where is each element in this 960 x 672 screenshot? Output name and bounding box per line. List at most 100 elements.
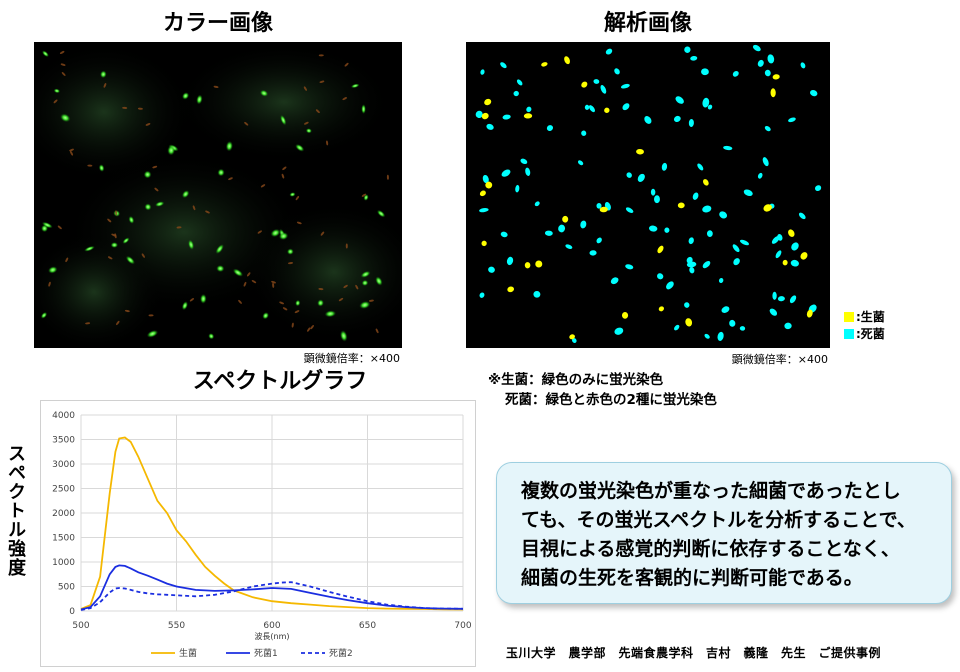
dead-cell-glow — [176, 226, 182, 229]
live-cell-glow — [100, 70, 107, 79]
live-cell-glow — [361, 104, 366, 115]
live-cell-marker — [800, 252, 808, 260]
live-cell-glow — [295, 144, 305, 152]
dead-cell-marker — [500, 231, 508, 238]
dead-cell-marker — [534, 201, 540, 207]
live-cell-glow — [295, 299, 301, 307]
staining-notes: ※生菌：緑色のみに蛍光染色 死菌：緑色と赤色の2種に蛍光染色 — [488, 370, 717, 410]
dead-cell-marker — [674, 324, 680, 331]
dead-cell-marker — [500, 62, 507, 69]
live-cell-glow — [181, 301, 188, 311]
live-cell-glow — [324, 310, 337, 318]
live-cell-glow — [361, 279, 369, 286]
dead-cell-marker — [614, 68, 620, 75]
dead-cell-marker — [702, 260, 711, 269]
live-cell-glow — [125, 255, 135, 265]
x-tick-label: 500 — [72, 621, 89, 631]
dead-cell-marker — [605, 48, 613, 55]
dead-cell-marker — [767, 54, 775, 64]
note-dead: 死菌：緑色と赤色の2種に蛍光染色 — [505, 392, 717, 408]
color-image-heading: カラー画像 — [162, 11, 273, 36]
legend-entry: 死菌1 — [254, 647, 278, 659]
dead-cell-marker — [718, 277, 724, 283]
dead-cell-glow — [70, 151, 74, 156]
callout-line-1: 複数の蛍光染色が重なった細菌であったとし — [521, 480, 901, 502]
y-tick-label: 3500 — [52, 436, 75, 446]
live-cell-glow — [196, 94, 203, 105]
dead-cell-glow — [238, 299, 242, 304]
spectrum-ylabel: スペクトル強度 — [5, 444, 26, 577]
dead-cell-marker — [486, 123, 494, 130]
live-cell-marker — [599, 206, 608, 213]
dead-cell-glow — [291, 322, 294, 328]
dead-cell-glow — [53, 99, 58, 104]
live-cell-glow — [225, 140, 233, 152]
dead-cell-glow — [61, 72, 66, 76]
dead-cell-marker — [479, 292, 485, 298]
dead-cell-glow — [247, 272, 251, 277]
x-axis-label: 波長(nm) — [254, 631, 289, 641]
dead-cell-glow — [344, 62, 349, 67]
dead-cell-marker — [520, 158, 528, 165]
live-cell-glow — [289, 192, 296, 197]
dead-cell-marker — [757, 172, 763, 179]
dead-cell-marker — [506, 256, 514, 266]
legend-entry: 生菌 — [179, 647, 197, 659]
live-cell-glow — [280, 114, 287, 126]
dead-cell-marker — [762, 157, 769, 167]
live-cell-marker — [564, 56, 570, 65]
live-swatch — [844, 312, 854, 322]
dead-cell-marker — [690, 55, 698, 61]
dead-cell-marker — [789, 295, 797, 304]
dead-cell-glow — [272, 282, 275, 288]
dead-cell-marker — [661, 162, 668, 171]
dead-cell-marker — [475, 110, 483, 119]
dead-cell-marker — [625, 207, 634, 213]
dead-cell-marker — [600, 85, 607, 94]
dead-cell-glow — [338, 297, 344, 302]
live-cell-glow — [216, 265, 225, 273]
dead-cell-glow — [154, 187, 159, 192]
conclusion-callout: 複数の蛍光染色が重なった細菌であったとし ても、その蛍光スペクトルを分析すること… — [496, 462, 952, 604]
callout-line-4: 細菌の生死を客観的に判断可能である。 — [521, 567, 863, 589]
analysis-image-heading: 解析画像 — [603, 11, 692, 36]
analysis-image-drawing — [475, 44, 822, 343]
dead-cell-marker — [769, 308, 778, 316]
spectrum-chart-svg: 0 500 1000 1500 2000 2500 3000 3500 4000 500 550 6… — [52, 411, 472, 659]
dead-cell-glow — [260, 184, 266, 188]
color-image-magnification: 顕微鏡倍率：×400 — [303, 352, 400, 365]
live-cell-marker — [806, 309, 813, 318]
dead-cell-marker — [571, 338, 577, 343]
dead-cell-marker — [733, 258, 740, 266]
live-cell-marker — [636, 148, 644, 155]
dead-cell-marker — [620, 83, 630, 89]
live-cell-marker — [621, 311, 629, 319]
dead-cell-glow — [281, 173, 285, 179]
dead-cell-marker — [697, 163, 704, 171]
dead-cell-glow — [115, 210, 118, 216]
y-tick-label: 4000 — [52, 411, 75, 421]
dead-cell-marker — [721, 306, 730, 313]
dead-cell-marker — [717, 331, 724, 341]
live-cell-glow — [270, 228, 281, 238]
dead-cell-glow — [107, 218, 112, 223]
dead-cell-marker — [565, 244, 573, 249]
y-tick-label: 1000 — [52, 558, 75, 568]
dead-cell-marker — [772, 291, 777, 300]
dead-cell-marker — [482, 174, 489, 184]
dead-cell-glow — [228, 177, 233, 181]
dead-cell-marker — [625, 264, 634, 270]
live-cell-glow — [41, 50, 49, 58]
dead-cell-marker — [719, 211, 728, 219]
callout-line-3: 目視による感覚的判断に依存することなく、 — [521, 538, 900, 560]
dead-cell-glow — [343, 284, 348, 289]
dead-cell-glow — [386, 174, 389, 180]
dead-cell-glow — [192, 205, 196, 211]
dead-cell-marker — [707, 104, 713, 110]
dead-cell-glow — [282, 307, 288, 311]
live-cell-marker — [507, 286, 514, 293]
dead-cell-marker — [673, 115, 681, 123]
live-cell-glow — [259, 89, 269, 97]
live-cell-glow — [376, 209, 386, 218]
dead-cell-marker — [637, 173, 645, 182]
